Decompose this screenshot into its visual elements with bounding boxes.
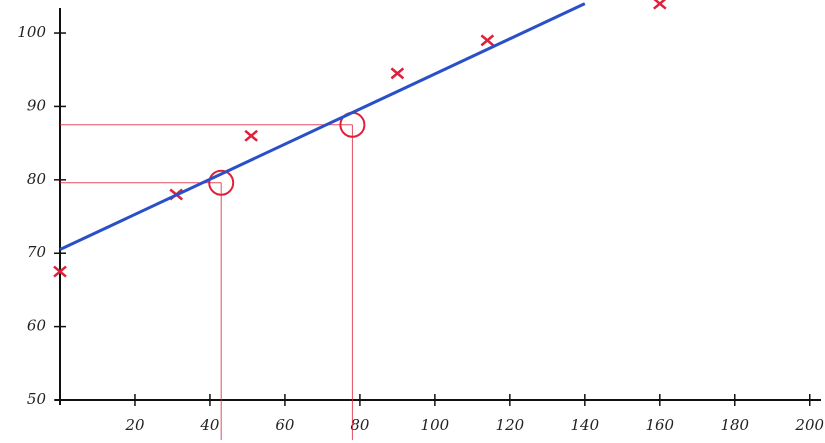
x-tick-label: 20 xyxy=(124,416,145,434)
x-marker xyxy=(481,35,493,45)
x-tick-label: 60 xyxy=(275,416,295,434)
x-tick-label: 80 xyxy=(350,416,370,434)
x-tick-label: 180 xyxy=(720,416,749,434)
fit-line xyxy=(60,4,585,250)
x-tick-label: 40 xyxy=(199,416,220,434)
x-tick-label: 140 xyxy=(571,416,600,434)
y-tick-label: 60 xyxy=(27,317,47,335)
x-marker xyxy=(245,131,257,141)
x-tick-label: 200 xyxy=(794,416,824,434)
x-tick-label: 160 xyxy=(645,416,674,434)
y-tick-label: 50 xyxy=(27,390,47,408)
y-tick-label: 80 xyxy=(27,170,47,188)
y-tick-label: 70 xyxy=(27,243,47,261)
x-marker xyxy=(654,0,666,9)
y-tick-label: 100 xyxy=(17,23,46,41)
x-marker xyxy=(391,68,403,78)
y-tick-label: 90 xyxy=(27,96,47,114)
chart: 50 60 70 80 90 100 20 40 60 80 100 120 140 160 180 200 xyxy=(0,0,825,443)
x-tick-label: 120 xyxy=(496,416,525,434)
x-tick-label: 100 xyxy=(421,416,450,434)
